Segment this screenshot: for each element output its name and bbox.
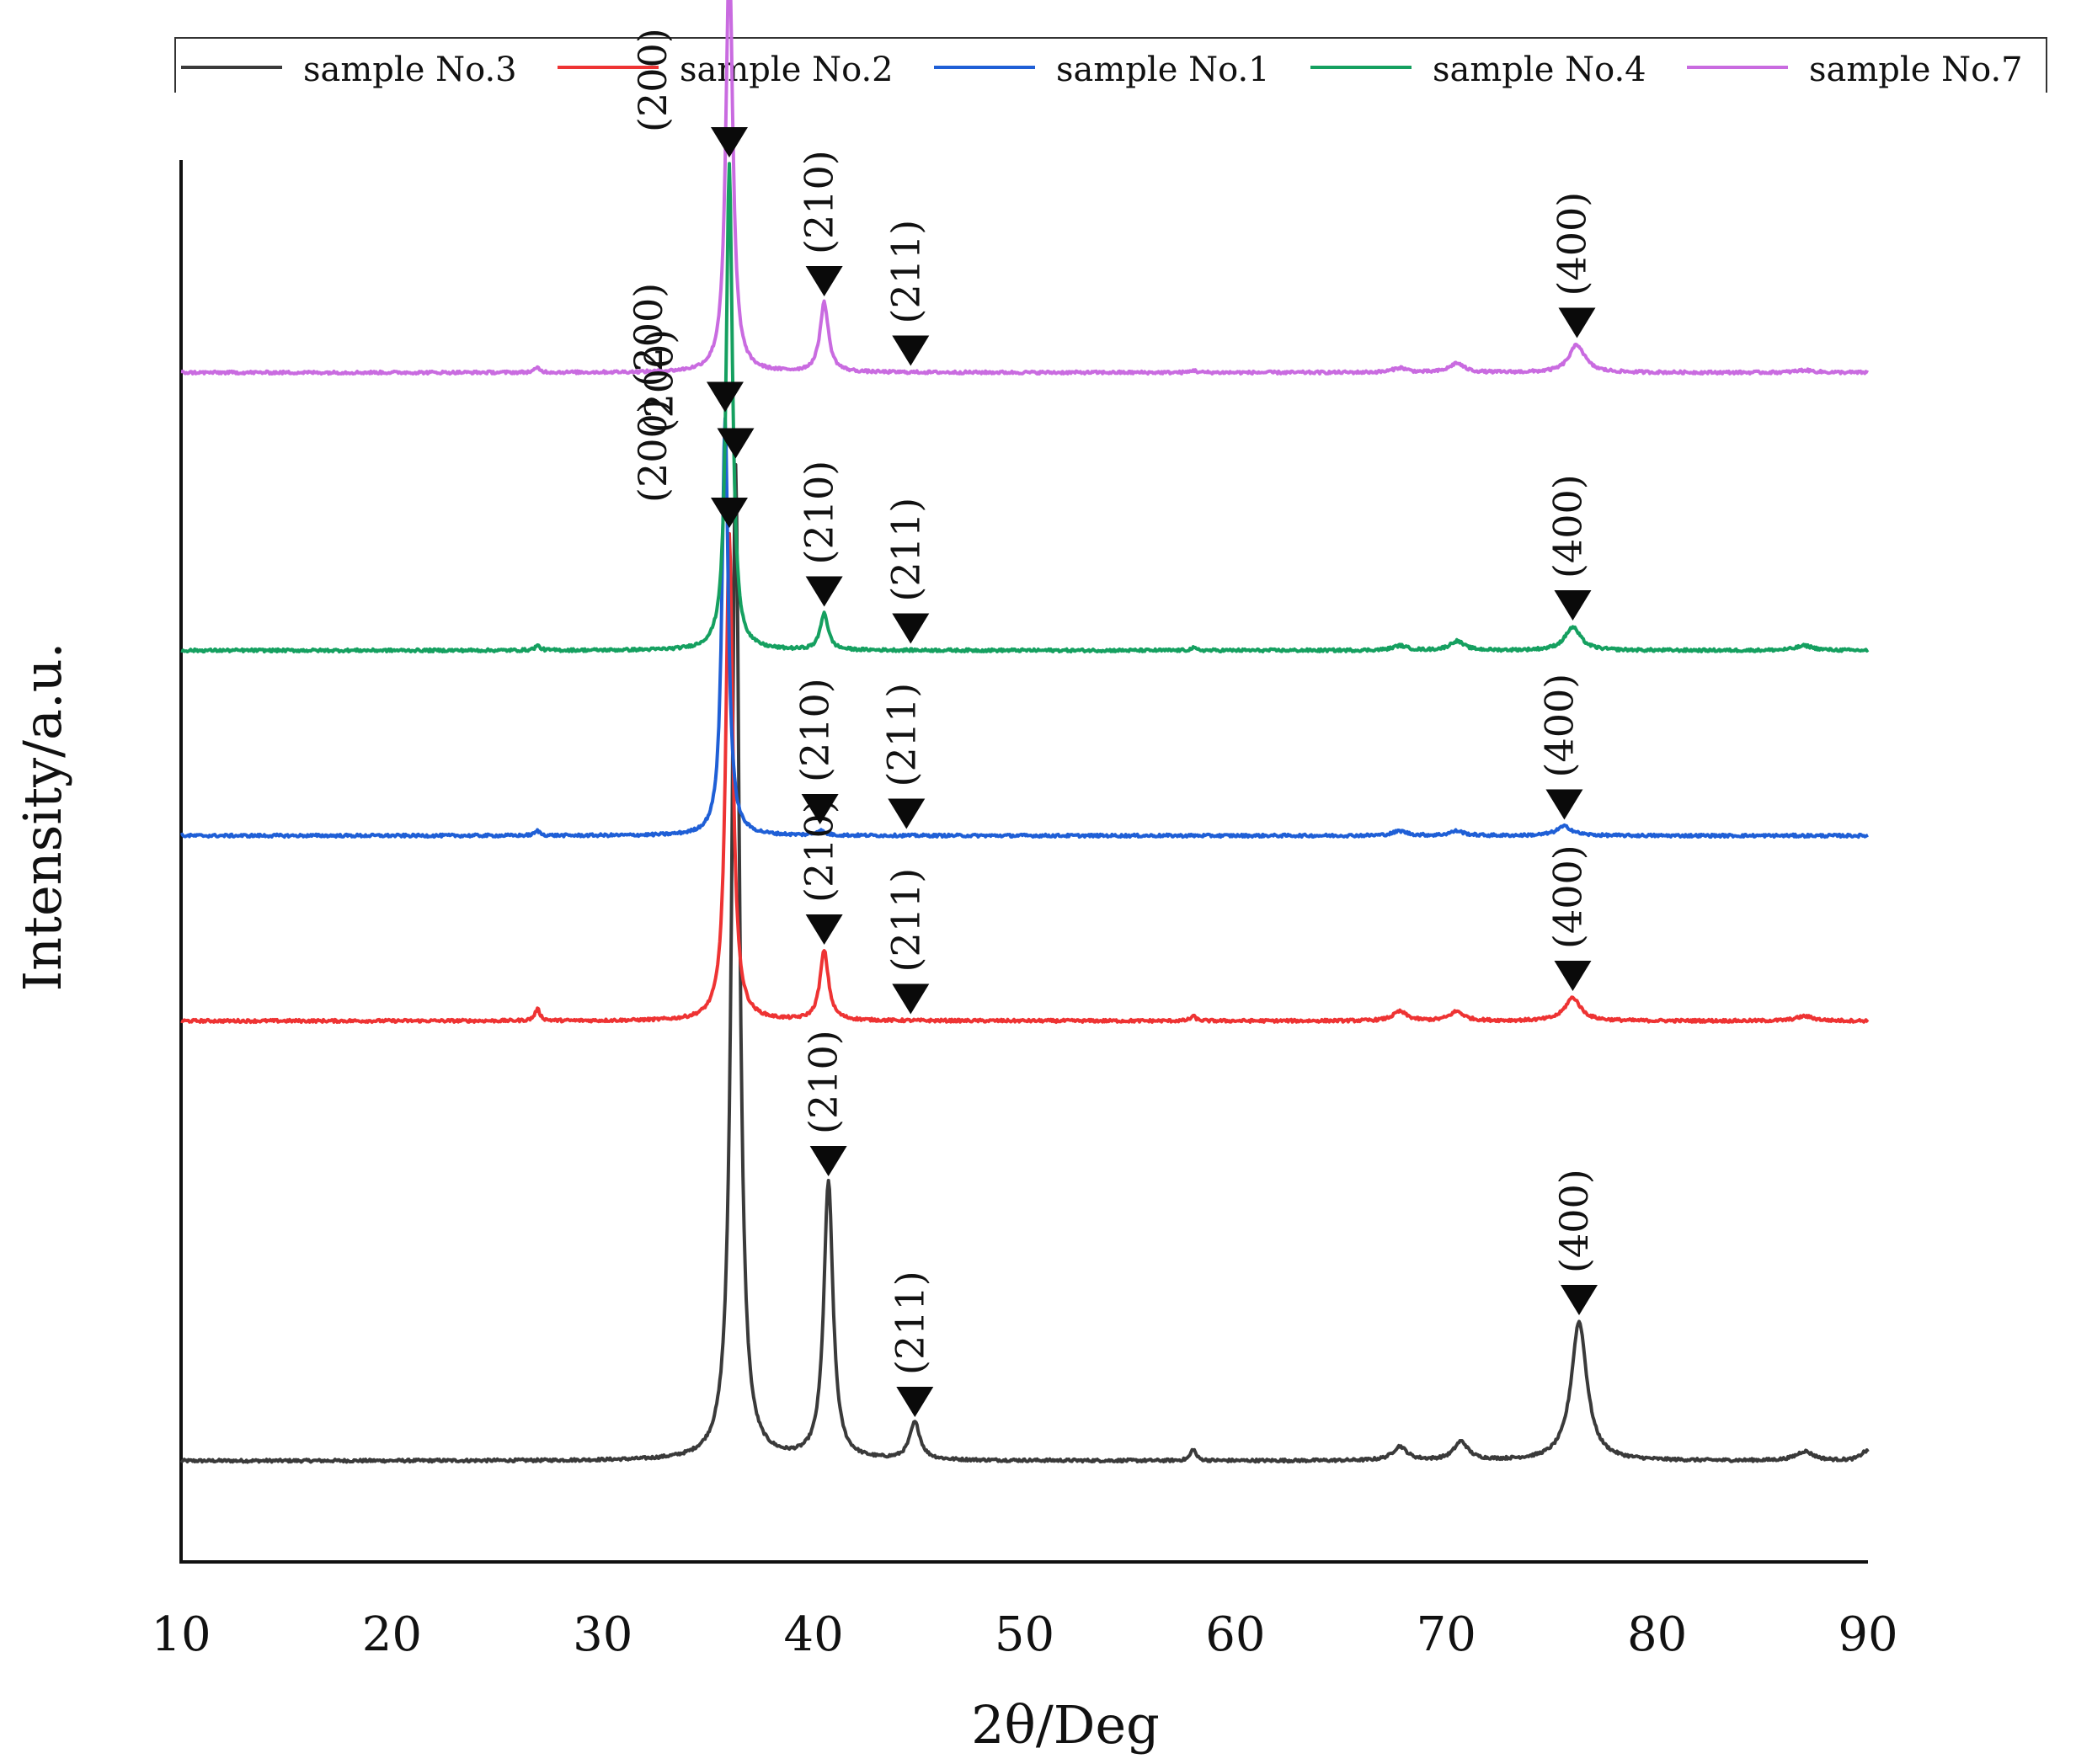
legend-label-5: sample No.7	[1809, 51, 2023, 89]
peak-marker-3-3	[888, 798, 926, 829]
peak-marker-2-1	[710, 498, 748, 528]
x-tick-label-60: 60	[1205, 1607, 1265, 1662]
peak-marker-5-3	[892, 335, 930, 366]
peak-marker-4-2	[805, 576, 843, 607]
x-tick-label-90: 90	[1838, 1607, 1897, 1662]
peak-marker-3-4	[1545, 789, 1583, 820]
peak-marker-4-1	[710, 127, 748, 157]
peak-label-2-1: (200)	[630, 398, 675, 503]
y-axis-title: Intensity/a.u.	[12, 642, 73, 992]
peak-marker-layer: (200) (210) (211) (400) (200) (210) (211) (400)…	[626, 28, 1598, 1417]
legend-frame	[174, 37, 2047, 93]
peak-marker-4-3	[892, 613, 930, 644]
series-line-3	[179, 416, 1869, 839]
legend-label-2: sample No.2	[680, 51, 894, 89]
peak-marker-1-1	[717, 428, 755, 459]
peak-label-2-4: (400)	[1545, 845, 1590, 949]
peak-marker-3-2	[801, 794, 839, 824]
peak-marker-2-4	[1554, 961, 1592, 991]
peak-label-5-4: (400)	[1549, 192, 1594, 296]
series-line-2	[180, 531, 1870, 1025]
axes: 10 20 30 40 50 60 70 80 90	[151, 160, 1898, 1662]
x-tick-label-70: 70	[1417, 1607, 1476, 1662]
legend-label-3: sample No.1	[1056, 51, 1270, 89]
peak-label-3-4: (400)	[1536, 674, 1582, 778]
peak-marker-5-2	[805, 266, 843, 296]
legend-label-1: sample No.3	[303, 51, 517, 89]
peak-marker-1-2	[809, 1146, 847, 1176]
x-tick-label-30: 30	[573, 1607, 632, 1662]
legend-label-4: sample No.4	[1433, 51, 1646, 89]
peak-label-3-3: (211)	[878, 683, 924, 787]
x-tick-label-80: 80	[1627, 1607, 1687, 1662]
x-tick-label-50: 50	[995, 1607, 1054, 1662]
x-tick-label-40: 40	[783, 1607, 843, 1662]
peak-label-1-3: (211)	[887, 1271, 932, 1375]
peak-marker-1-3	[896, 1387, 934, 1417]
peak-marker-3-1	[706, 381, 744, 413]
peak-label-4-3: (211)	[883, 498, 928, 602]
peak-label-5-3: (211)	[883, 220, 928, 324]
x-tick-label-20: 20	[362, 1607, 422, 1662]
peak-marker-2-2	[805, 914, 843, 945]
peak-label-2-3: (211)	[883, 868, 928, 973]
peak-label-1-1: (200)	[636, 329, 681, 434]
x-axis-title: 2θ/Deg	[971, 1694, 1160, 1756]
peak-label-1-2: (210)	[801, 1030, 846, 1134]
peak-label-4-1: (200)	[630, 28, 675, 132]
series-layer	[179, 0, 1870, 1464]
peak-marker-2-3	[892, 983, 930, 1015]
legend: sample No.3 sample No.2 sample No.1 sample …	[174, 37, 2047, 93]
peak-marker-4-4	[1554, 590, 1592, 621]
series-line-5	[180, 0, 1870, 376]
peak-marker-5-4	[1558, 307, 1596, 338]
peak-label-5-2: (210)	[797, 150, 842, 254]
series-line-1	[179, 462, 1870, 1464]
peak-label-4-2: (210)	[797, 461, 842, 565]
x-tick-label-10: 10	[151, 1607, 211, 1662]
legend-items: sample No.3 sample No.2 sample No.1 sample …	[181, 51, 2023, 89]
peak-label-3-2: (210)	[793, 678, 838, 782]
x-tick-labels: 10 20 30 40 50 60 70 80 90	[151, 1607, 1897, 1662]
series-line-4	[180, 162, 1870, 654]
peak-label-3-1: (200)	[626, 283, 671, 387]
peak-marker-1-4	[1560, 1285, 1598, 1315]
peak-label-1-4: (400)	[1551, 1169, 1597, 1273]
peak-label-4-4: (400)	[1545, 474, 1590, 578]
